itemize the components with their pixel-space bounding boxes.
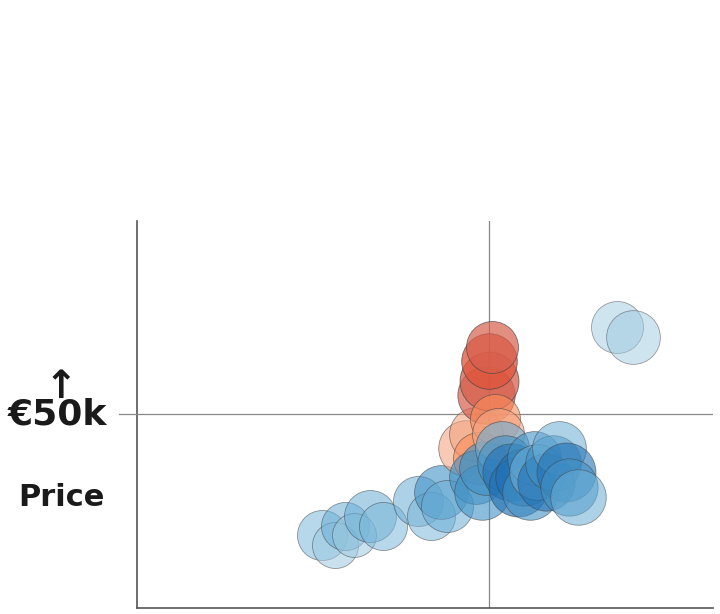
Point (474, 453, 485, 463)
Point (499, 458, 510, 468)
Point (435, 487, 446, 497)
Point (512, 482, 523, 492)
Point (317, 530, 328, 540)
Point (426, 511, 437, 521)
Point (348, 530, 360, 540)
Text: ↑: ↑ (45, 368, 78, 406)
Point (496, 443, 508, 453)
Point (541, 477, 552, 487)
Point (572, 492, 584, 502)
Point (528, 453, 539, 463)
Point (441, 502, 453, 511)
Point (505, 467, 517, 477)
Point (531, 467, 543, 477)
Text: €50k: €50k (7, 397, 107, 432)
Point (554, 443, 565, 453)
Text: Price: Price (18, 483, 104, 512)
Point (518, 472, 530, 482)
Point (483, 376, 495, 386)
Point (480, 463, 491, 473)
Point (461, 443, 472, 453)
Point (486, 342, 498, 352)
Point (492, 429, 504, 438)
Point (560, 467, 572, 477)
Point (413, 497, 424, 507)
Point (483, 356, 495, 366)
Point (339, 521, 351, 530)
Point (547, 458, 559, 468)
Point (364, 511, 376, 521)
Point (563, 482, 575, 492)
Point (470, 472, 482, 482)
Point (490, 414, 501, 424)
Point (611, 322, 623, 332)
Point (330, 540, 341, 550)
Point (470, 429, 482, 438)
Point (627, 332, 639, 342)
Point (477, 487, 488, 497)
Point (377, 521, 389, 530)
Point (480, 391, 491, 400)
Point (525, 487, 536, 497)
